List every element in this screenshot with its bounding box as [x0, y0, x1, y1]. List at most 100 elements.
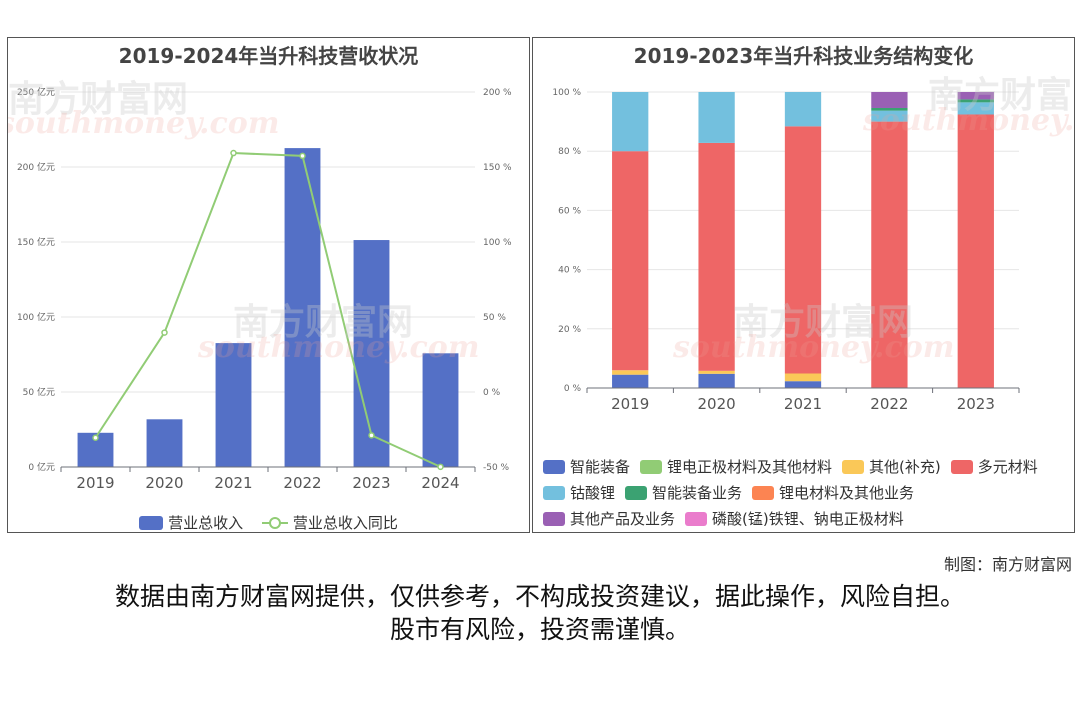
stacked-bar-segment — [871, 92, 908, 108]
business-structure-chart-legend: 智能装备 锂电正极材料及其他材料 其他(补充) 多元材料 钴酸锂 智能 — [541, 456, 1070, 532]
x-axis-tick-label: 2019 — [611, 395, 649, 413]
x-axis-tick-label: 2021 — [214, 474, 252, 492]
x-axis-tick-label: 2023 — [957, 395, 995, 413]
y-axis-tick-label: 0 % — [564, 384, 582, 394]
legend-label: 智能装备 — [570, 458, 631, 476]
stacked-bar-segment — [612, 92, 649, 152]
legend-swatch — [640, 459, 663, 474]
revenue-bar — [284, 148, 321, 467]
y2-axis-tick-label: 150 % — [483, 163, 512, 173]
stacked-bar-segment — [612, 370, 649, 375]
y-axis-tick-label: 100 亿元 — [17, 311, 55, 323]
x-axis-tick-label: 2021 — [784, 395, 822, 413]
revenue-bar — [146, 419, 183, 467]
legend-item-revenue-yoy[interactable]: 营业总收入同比 — [261, 512, 398, 532]
legend-item-smart-equipment-business[interactable]: 智能装备业务 — [625, 482, 742, 503]
legend-swatch — [685, 511, 708, 526]
legend-label: 智能装备业务 — [652, 484, 743, 502]
stacked-bar-segment — [957, 114, 994, 388]
y-axis-tick-label: 40 % — [558, 266, 581, 276]
revenue-chart-plot: 0 亿元 50 亿元 100 亿元 150 亿元 200 亿元 250 亿元 -50 % 0 … — [17, 86, 512, 492]
revenue-bar — [422, 353, 459, 467]
legend-item-multi-element-materials[interactable]: 多元材料 — [950, 456, 1038, 477]
stacked-bar-segment — [957, 92, 994, 100]
revenue-yoy-point — [437, 463, 444, 471]
y-axis-tick-label: 20 % — [558, 325, 581, 335]
revenue-chart-panel: 南方财富网 southmoney.com 南方财富网 southmoney.co… — [7, 37, 530, 533]
revenue-bar — [215, 343, 252, 467]
legend-label: 磷酸(锰)铁锂、钠电正极材料 — [712, 510, 904, 528]
legend-swatch — [543, 511, 565, 526]
stacked-bar-segment — [698, 142, 735, 371]
disclaimer: 数据由南方财富网提供，仅供参考，不构成投资建议，据此操作，风险自担。 股市有风险… — [0, 580, 1080, 646]
x-axis-tick-label: 2020 — [145, 474, 183, 492]
legend-swatch — [842, 459, 865, 474]
x-axis-tick-label: 2022 — [870, 395, 908, 413]
y-axis-tick-label: 80 % — [558, 147, 581, 157]
y2-axis-tick-label: 100 % — [483, 238, 512, 248]
stacked-bar-segment — [957, 99, 994, 103]
legend-label: 锂电正极材料及其他材料 — [667, 458, 833, 476]
revenue-chart-title: 2019-2024年当升科技营收状况 — [118, 44, 419, 68]
legend-label: 其他产品及业务 — [570, 510, 676, 528]
stacked-bar-segment — [871, 107, 908, 111]
revenue-yoy-line — [94, 152, 441, 468]
stacked-bar-segment — [784, 126, 822, 374]
revenue-yoy-point — [230, 149, 237, 157]
stacked-bar-segment — [871, 121, 908, 388]
stacked-bar-segment — [612, 151, 649, 371]
revenue-yoy-point — [299, 152, 306, 160]
y2-axis-tick-label: 200 % — [483, 88, 512, 98]
stacked-bar-segment — [612, 374, 649, 388]
legend-label: 锂电材料及其他业务 — [779, 484, 915, 502]
legend-label: 营业总收入 — [168, 514, 244, 532]
business-structure-chart-title: 2019-2023年当升科技业务结构变化 — [633, 44, 974, 68]
x-axis-tick-label: 2024 — [421, 474, 459, 492]
y-axis-tick-label: 100 % — [552, 88, 581, 98]
x-axis-tick-label: 2020 — [698, 395, 736, 413]
revenue-bar — [353, 240, 390, 467]
legend-label: 钴酸锂 — [570, 484, 616, 502]
legend-item-lithium-cobalt-oxide[interactable]: 钴酸锂 — [543, 482, 615, 503]
legend-item-lithium-materials-business[interactable]: 锂电材料及其他业务 — [752, 482, 914, 503]
stacked-bar-segment — [784, 373, 822, 382]
legend-swatch — [752, 485, 775, 500]
x-axis-tick-label: 2023 — [352, 474, 390, 492]
legend-swatch — [139, 515, 164, 530]
legend-item-revenue[interactable]: 营业总收入 — [139, 512, 244, 532]
disclaimer-line: 数据由南方财富网提供，仅供参考，不构成投资建议，据此操作，风险自担。 — [114, 582, 965, 611]
legend-swatch — [261, 516, 288, 530]
y-axis-tick-label: 60 % — [558, 206, 581, 216]
business-structure-chart-panel: 南方财富网 southmoney.com 南方财富网 southmoney.co… — [532, 37, 1075, 533]
x-axis-tick-label: 2019 — [76, 474, 114, 492]
y2-axis-tick-label: -50 % — [483, 463, 510, 473]
y-axis-tick-label: 0 亿元 — [28, 461, 55, 473]
legend-swatch — [950, 459, 973, 474]
y-axis-tick-label: 200 亿元 — [17, 161, 55, 173]
legend-swatch — [625, 485, 648, 500]
x-axis-tick-label: 2022 — [283, 474, 321, 492]
business-structure-chart-plot: 0 % 20 % 40 % 60 % 80 % 100 % 2019 2020 2021 2022… — [552, 88, 1020, 413]
legend-label: 多元材料 — [977, 458, 1038, 476]
legend-item-smart-equipment[interactable]: 智能装备 — [543, 456, 630, 477]
chart-credit: 制图：南方财富网 — [943, 555, 1072, 574]
revenue-chart-legend: 营业总收入 营业总收入同比 — [8, 512, 529, 532]
legend-item-other-supplement[interactable]: 其他(补充) — [842, 456, 941, 477]
legend-item-cathode-materials[interactable]: 锂电正极材料及其他材料 — [640, 456, 832, 477]
legend-label: 其他(补充) — [869, 458, 941, 476]
y2-axis-tick-label: 50 % — [483, 313, 506, 323]
legend-item-other-products[interactable]: 其他产品及业务 — [543, 508, 675, 529]
legend-swatch — [543, 459, 565, 474]
y-axis-tick-label: 50 亿元 — [23, 386, 55, 398]
revenue-yoy-point — [368, 432, 375, 439]
stacked-bar-segment — [957, 102, 994, 115]
legend-item-lfp-sodium-cathode[interactable]: 磷酸(锰)铁锂、钠电正极材料 — [685, 508, 904, 529]
y-axis-tick-label: 150 亿元 — [17, 236, 55, 248]
disclaimer-line: 股市有风险，投资需谨慎。 — [389, 615, 690, 644]
legend-label: 营业总收入同比 — [292, 514, 398, 532]
legend-swatch — [543, 485, 565, 500]
stacked-bar-segment — [698, 92, 735, 143]
stacked-bar-segment — [698, 370, 735, 374]
stacked-bar-segment — [871, 110, 908, 122]
y2-axis-tick-label: 0 % — [483, 388, 501, 398]
